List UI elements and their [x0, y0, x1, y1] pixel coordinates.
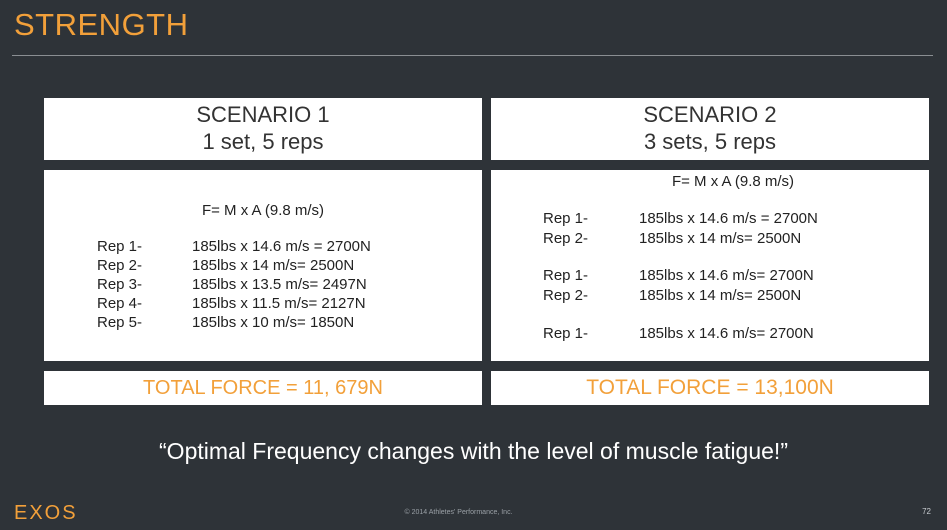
scenario-1-title: SCENARIO 1	[196, 102, 330, 127]
title-divider	[12, 55, 933, 56]
copyright-text: © 2014 Athletes' Performance, Inc.	[404, 509, 513, 516]
rep-label: Rep 1-	[543, 210, 589, 227]
rep-value: 185lbs x 13.5 m/s= 2497N	[192, 276, 367, 293]
rep-label: Rep 1-	[543, 267, 589, 284]
scenario-2-total: TOTAL FORCE = 13,100N	[491, 371, 929, 405]
rep-value: 185lbs x 10 m/s= 1850N	[192, 314, 355, 331]
scenario-2-subtitle: 3 sets, 5 reps	[643, 129, 777, 154]
rep-value: 185lbs x 14.6 m/s = 2700N	[192, 238, 371, 255]
rep-label: Rep 2-	[543, 287, 589, 304]
slide-title: STRENGTH	[14, 7, 189, 42]
rep-label: Rep 1-	[97, 238, 143, 255]
rep-value: 185lbs x 11.5 m/s= 2127N	[192, 295, 366, 312]
exos-logo: EXOS	[14, 502, 78, 524]
rep-label: Rep 4-	[97, 295, 143, 312]
fatigue-quote: “Optimal Frequency changes with the leve…	[159, 438, 788, 464]
rep-label: Rep 5-	[97, 314, 143, 331]
scenario-1-formula: F= M x A (9.8 m/s)	[201, 202, 325, 219]
rep-value: 185lbs x 14 m/s= 2500N	[639, 287, 802, 304]
rep-value: 185lbs x 14 m/s= 2500N	[639, 230, 802, 247]
rep-value: 185lbs x 14.6 m/s= 2700N	[639, 325, 814, 342]
scenario-2-header: SCENARIO 2 3 sets, 5 reps	[491, 98, 929, 160]
rep-label: Rep 2-	[543, 230, 589, 247]
rep-value: 185lbs x 14.6 m/s= 2700N	[639, 267, 814, 284]
scenario-1-body: F= M x A (9.8 m/s) Rep 1- 185lbs x 14.6 …	[44, 170, 482, 361]
rep-label: Rep 1-	[543, 325, 589, 342]
rep-value: 185lbs x 14 m/s= 2500N	[192, 257, 355, 274]
scenario-2-formula: F= M x A (9.8 m/s)	[671, 173, 795, 190]
rep-label: Rep 2-	[97, 257, 143, 274]
page-number: 72	[922, 507, 931, 516]
scenario-2-body: F= M x A (9.8 m/s) Rep 1- 185lbs x 14.6 …	[491, 170, 929, 361]
rep-label: Rep 3-	[97, 276, 143, 293]
rep-value: 185lbs x 14.6 m/s = 2700N	[639, 210, 818, 227]
scenario-2-title: SCENARIO 2	[643, 102, 777, 127]
scenario-1-total: TOTAL FORCE = 11, 679N	[44, 371, 482, 405]
scenario-1-header: SCENARIO 1 1 set, 5 reps	[44, 98, 482, 160]
scenario-1-subtitle: 1 set, 5 reps	[202, 129, 324, 154]
